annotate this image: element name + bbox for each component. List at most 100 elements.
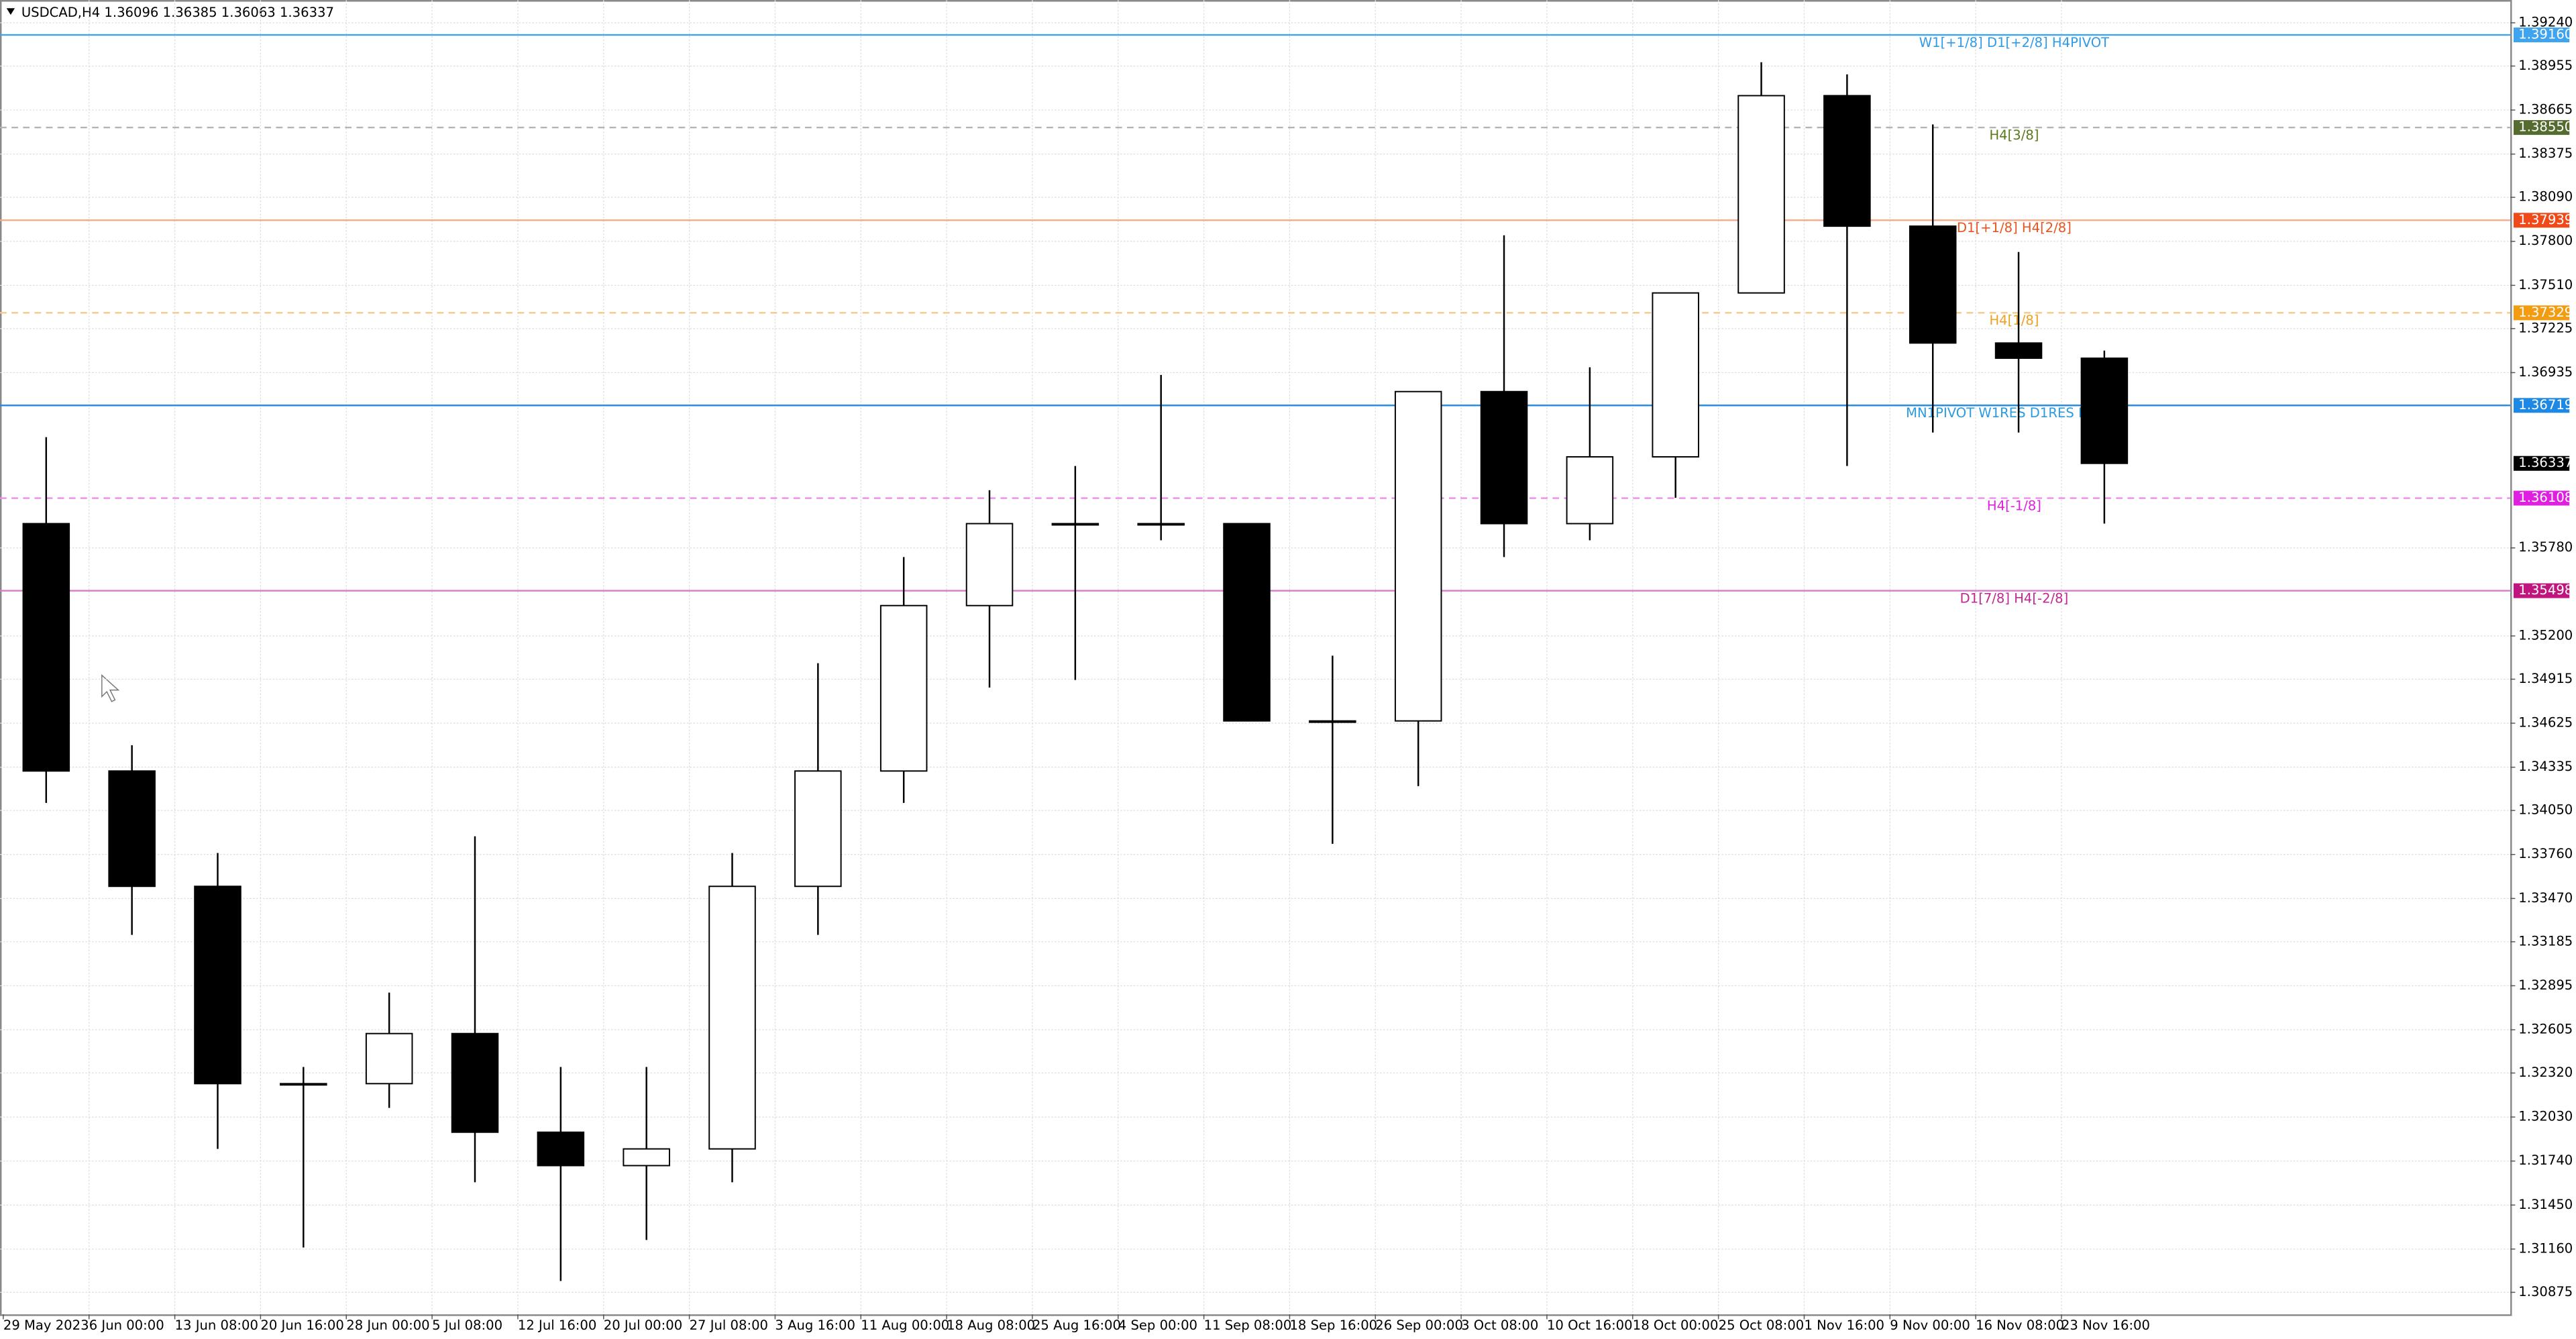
candle-body [1909, 225, 1957, 344]
candle-body [1823, 95, 1871, 227]
level-price-label: 1.36719 [2518, 397, 2573, 413]
y-tick-label: 1.34050 [2518, 802, 2573, 818]
candle-body [537, 1131, 585, 1167]
level-price-box [2513, 398, 2570, 413]
x-tick-label: 5 Jul 08:00 [432, 1318, 502, 1333]
level-price-box [2513, 583, 2570, 598]
x-tick-label: 16 Nov 08:00 [1976, 1318, 2064, 1333]
x-tick-label: 11 Sep 08:00 [1204, 1318, 1292, 1333]
level-name: MN1PIVOT W1RES D1RES H4SUP [1906, 405, 2123, 421]
y-tick-label: 1.37510 [2518, 277, 2573, 292]
y-tick-label: 1.31740 [2518, 1153, 2573, 1168]
candle-body [1480, 390, 1528, 525]
candle-body [1137, 523, 1185, 526]
mouse-cursor [101, 674, 120, 702]
candle-body [1737, 95, 1785, 294]
level-name: D1[+1/8] H4[2/8] [1957, 220, 2072, 235]
x-tick-label: 6 Jun 00:00 [89, 1318, 164, 1333]
x-tick-label: 20 Jun 16:00 [260, 1318, 343, 1333]
level-name: W1[+1/8] D1[+2/8] H4PIVOT [1919, 35, 2110, 50]
x-tick-label: 20 Jul 00:00 [604, 1318, 682, 1333]
level-price-label: 1.36108 [2518, 490, 2573, 505]
x-tick-label: 12 Jul 16:00 [518, 1318, 596, 1333]
y-tick-label: 1.35780 [2518, 539, 2573, 555]
y-tick-label: 1.38090 [2518, 189, 2573, 205]
y-tick-label: 1.34335 [2518, 759, 2573, 774]
level-price-box [2513, 28, 2570, 43]
candle-body [1566, 456, 1614, 525]
y-tick-label: 1.32605 [2518, 1022, 2573, 1037]
candle-body [1652, 292, 1699, 458]
x-tick-label: 3 Aug 16:00 [775, 1318, 855, 1333]
y-tick-label: 1.36935 [2518, 364, 2573, 380]
candle-body [879, 604, 928, 772]
level-name: H4[1/8] [1989, 313, 2039, 328]
y-tick-label: 1.39240 [2518, 14, 2573, 30]
x-tick-label: 23 Nov 16:00 [2061, 1318, 2150, 1333]
y-tick-label: 1.37800 [2518, 233, 2573, 248]
level-price-box [2513, 490, 2570, 506]
y-tick-label: 1.31450 [2518, 1197, 2573, 1212]
x-tick-label: 25 Oct 08:00 [1719, 1318, 1805, 1333]
x-tick-label: 4 Sep 00:00 [1118, 1318, 1197, 1333]
x-tick-label: 18 Sep 16:00 [1289, 1318, 1377, 1333]
y-tick-label: 1.33185 [2518, 933, 2573, 949]
y-tick-label: 1.37225 [2518, 320, 2573, 335]
candle-body [365, 1032, 413, 1085]
level-price-box [2513, 213, 2570, 228]
level-name: D1[7/8] H4[-2/8] [1960, 590, 2069, 606]
level-price-box [2513, 120, 2570, 136]
y-tick-label: 1.32895 [2518, 977, 2573, 993]
chart-title: USDCAD,H4 1.36096 1.36385 1.36063 1.3633… [21, 5, 334, 20]
level-price-label: 1.35498 [2518, 582, 2573, 598]
x-tick-label: 27 Jul 08:00 [690, 1318, 768, 1333]
x-tick-label: 25 Aug 16:00 [1032, 1318, 1121, 1333]
x-tick-label: 28 Jun 00:00 [346, 1318, 429, 1333]
candle-body [451, 1032, 499, 1133]
x-tick-label: 29 May 2023 [3, 1318, 89, 1333]
y-tick-label: 1.32320 [2518, 1065, 2573, 1080]
x-tick-label: 1 Nov 16:00 [1804, 1318, 1884, 1333]
level-price-label: 1.39160 [2518, 27, 2573, 42]
x-tick-label: 18 Aug 08:00 [947, 1318, 1035, 1333]
candle-body [22, 523, 70, 772]
last-price-label: 1.36337 [2518, 455, 2573, 470]
y-tick-label: 1.38665 [2518, 102, 2573, 117]
candle-body [1051, 523, 1099, 526]
level-price-box [2513, 305, 2570, 321]
candle-body [965, 523, 1014, 606]
y-tick-label: 1.31160 [2518, 1240, 2573, 1256]
y-tick-label: 1.38955 [2518, 58, 2573, 73]
candle-body [1223, 523, 1271, 722]
candle-body [794, 770, 842, 888]
plot-frame [0, 0, 2512, 1316]
y-tick-label: 1.34625 [2518, 715, 2573, 731]
y-tick-label: 1.34915 [2518, 671, 2573, 686]
candle-body [108, 770, 156, 888]
candle-body [2080, 357, 2129, 464]
y-tick-label: 1.38375 [2518, 146, 2573, 161]
y-tick-label: 1.33760 [2518, 846, 2573, 861]
x-tick-label: 13 Jun 08:00 [175, 1318, 258, 1333]
candle-body [1309, 720, 1356, 723]
level-name: H4[3/8] [1989, 127, 2039, 143]
x-tick-label: 3 Oct 08:00 [1461, 1318, 1538, 1333]
candle-body [1994, 342, 2043, 359]
candle-body [708, 886, 756, 1150]
candle-body [623, 1148, 670, 1167]
candle-body [1394, 390, 1442, 722]
x-tick-label: 18 Oct 00:00 [1633, 1318, 1719, 1333]
x-tick-label: 10 Oct 16:00 [1547, 1318, 1633, 1333]
level-price-label: 1.37329 [2518, 305, 2573, 320]
level-price-label: 1.37939 [2518, 212, 2573, 227]
level-name: H4[-1/8] [1987, 498, 2041, 513]
y-tick-label: 1.35200 [2518, 627, 2573, 643]
x-tick-label: 11 Aug 00:00 [861, 1318, 949, 1333]
candle-body [280, 1083, 327, 1086]
y-tick-label: 1.30875 [2518, 1284, 2573, 1299]
menu-arrow[interactable] [6, 8, 15, 15]
y-tick-label: 1.33470 [2518, 890, 2573, 906]
